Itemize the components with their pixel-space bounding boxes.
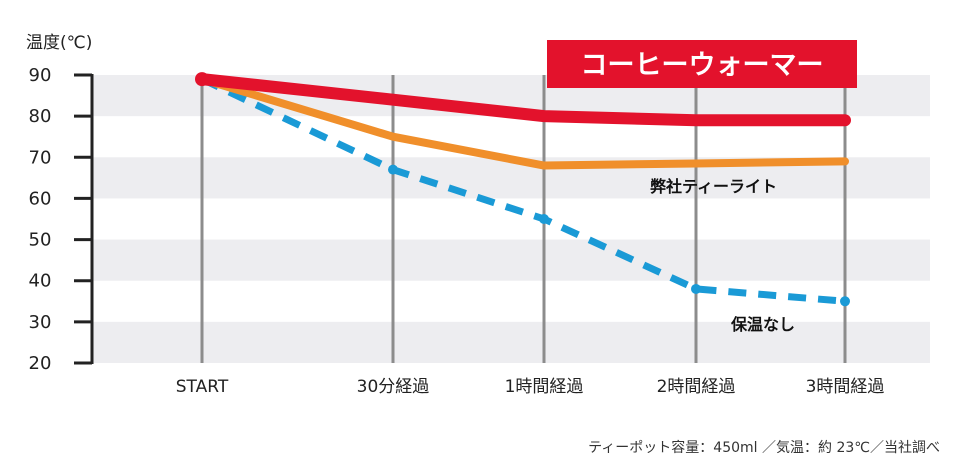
x-tick-0: START: [176, 377, 229, 397]
y-tick-30: 30: [29, 312, 52, 333]
x-tick-2: 1時間経過: [505, 377, 584, 397]
start-point: [195, 72, 209, 87]
x-tick-3: 2時間経過: [657, 377, 736, 397]
y-axis: [74, 73, 94, 365]
label-tealight: 弊社ティーライト: [650, 177, 777, 196]
point-s2-3: [691, 283, 701, 294]
legend-coffee-warmer: コーヒーウォーマー: [581, 50, 824, 81]
band-50: [92, 239, 930, 281]
legend-box: [547, 40, 857, 88]
y-axis-unit-label: 温度(℃): [26, 33, 92, 53]
x-tick-4: 3時間経過: [806, 377, 885, 397]
y-tick-80: 80: [29, 106, 52, 127]
y-tick-20: 20: [29, 353, 52, 374]
point-s2-4: [840, 296, 850, 307]
y-tick-90: 90: [29, 65, 52, 86]
footnote: ティーポット容量：450ml ／気温：約 23℃／当社調べ: [588, 439, 940, 456]
x-tick-labels: START 30分経過 1時間経過 2時間経過 3時間経過: [176, 377, 885, 397]
series-lines: [195, 72, 851, 307]
y-tick-60: 60: [29, 188, 52, 209]
label-no-warming: 保温なし: [730, 315, 795, 334]
y-tick-40: 40: [29, 271, 52, 292]
point-s2-2: [539, 214, 549, 224]
y-tick-70: 70: [29, 147, 52, 168]
point-s2-1: [388, 164, 398, 175]
y-tick-50: 50: [29, 230, 52, 251]
x-tick-1: 30分経過: [357, 377, 430, 397]
y-tick-labels: 90 80 70 60 50 40 30 20: [29, 65, 52, 374]
band-30: [92, 321, 930, 363]
